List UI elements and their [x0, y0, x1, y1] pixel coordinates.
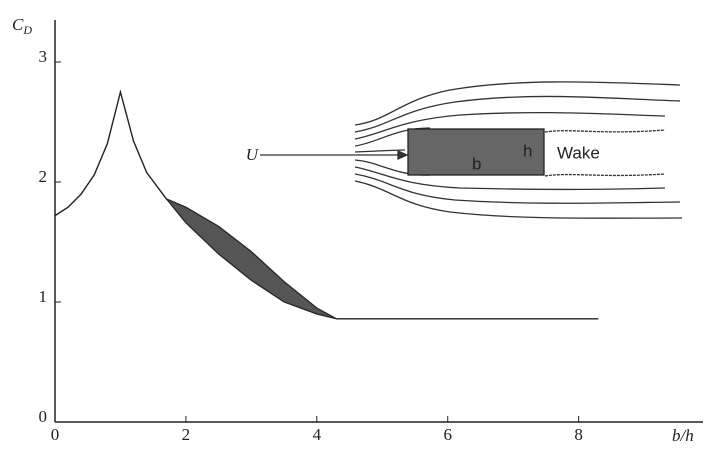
inset-diagram	[260, 81, 683, 219]
length-label: b	[472, 154, 481, 173]
velocity-label: U	[246, 145, 260, 164]
y-tick-label: 2	[39, 167, 48, 186]
y-axis-label: CD	[12, 15, 32, 37]
y-tick-label: 3	[39, 47, 48, 66]
x-tick-label: 4	[313, 425, 322, 444]
data-line	[54, 89, 167, 217]
height-label: h	[523, 141, 532, 160]
y-label-main: C	[12, 15, 24, 34]
x-tick-label: 2	[182, 425, 191, 444]
x-axis-label: b/h	[672, 426, 694, 445]
x-tick-label: 8	[574, 425, 583, 444]
wake-label: Wake	[557, 143, 600, 162]
shaded-band	[165, 198, 337, 320]
y-tick-label: 1	[39, 287, 48, 306]
y-label-sub: D	[22, 23, 32, 37]
x-tick-label: 0	[51, 425, 60, 444]
y-tick-label: 0	[39, 407, 48, 426]
x-tick-label: 6	[443, 425, 452, 444]
